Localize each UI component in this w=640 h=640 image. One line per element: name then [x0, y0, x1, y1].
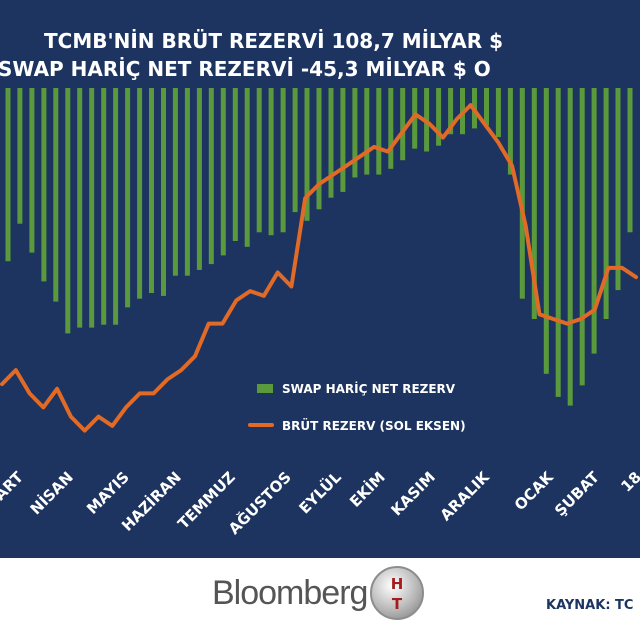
net-reserve-bar [495, 88, 501, 138]
net-reserve-bar [603, 88, 609, 319]
net-reserve-bar [507, 88, 513, 175]
net-reserve-bar [615, 88, 621, 291]
legend-line-label: BRÜT REZERV (SOL EKSEN) [282, 418, 466, 433]
net-reserve-bar [29, 88, 35, 253]
net-reserve-bar [543, 88, 549, 374]
ht-logo-icon: H T [370, 566, 424, 620]
net-reserve-bar [352, 88, 358, 178]
net-reserve-bar [196, 88, 202, 270]
net-reserve-bar [567, 88, 573, 406]
net-reserve-bar [400, 88, 406, 161]
footer-panel [0, 558, 640, 640]
net-reserve-bar [244, 88, 250, 247]
net-reserve-bar [172, 88, 178, 276]
chart-title-line-2: SWAP HARİÇ NET REZERVİ -45,3 MİLYAR $ O [0, 57, 491, 81]
legend-bars-label: SWAP HARİÇ NET REZERV [282, 381, 456, 396]
net-reserve-bar [388, 88, 394, 169]
net-reserve-bar [340, 88, 346, 192]
chart-title-line-1: TCMB'NİN BRÜT REZERVİ 108,7 MİLYAR $ [44, 29, 503, 53]
net-reserve-bar [280, 88, 286, 233]
net-reserve-bar [292, 88, 298, 213]
net-reserve-bar [448, 88, 454, 135]
net-reserve-bar [436, 88, 442, 146]
net-reserve-bar [484, 88, 489, 126]
ht-logo-letter-top: H [390, 575, 404, 593]
legend-bars-swatch [257, 384, 273, 393]
net-reserve-bar [232, 88, 238, 241]
net-reserve-bar [184, 88, 190, 276]
net-reserve-bar [125, 88, 131, 308]
gross-reserve-line [0, 103, 638, 433]
net-reserve-bar [555, 88, 561, 397]
net-reserve-bar [220, 88, 226, 256]
chart-title: TCMB'NİN BRÜT REZERVİ 108,7 MİLYAR $ SWA… [0, 29, 503, 81]
net-reserve-bar [149, 88, 154, 293]
net-reserve-bar [41, 88, 47, 282]
net-reserve-bar [376, 88, 382, 175]
net-reserve-bar [137, 88, 143, 299]
net-reserve-bar [101, 88, 107, 325]
net-reserve-bar [304, 88, 310, 221]
source-note: KAYNAK: TC [546, 598, 634, 613]
net-reserve-bar [77, 88, 83, 328]
net-reserve-bar [161, 88, 166, 296]
net-reserve-bar [627, 88, 633, 233]
net-reserve-bar [268, 88, 274, 236]
net-reserve-bars [5, 88, 633, 406]
net-reserve-bar [89, 88, 95, 328]
net-reserve-bar [579, 88, 585, 386]
net-reserve-bar [256, 88, 262, 233]
net-reserve-bar [519, 88, 525, 299]
legend: SWAP HARİÇ NET REZERV BRÜT REZERV (SOL E… [248, 381, 466, 433]
net-reserve-bar [65, 88, 71, 334]
net-reserve-bar [531, 88, 537, 319]
net-reserve-bar [17, 88, 23, 224]
net-reserve-bar [113, 88, 119, 325]
net-reserve-bar [53, 88, 59, 302]
net-reserve-bar [591, 88, 597, 354]
net-reserve-bar [316, 88, 322, 210]
net-reserve-bar [5, 88, 11, 262]
bloomberg-logo: Bloomberg [212, 574, 368, 612]
ht-logo-letter-bottom: T [391, 595, 403, 613]
net-reserve-bar [328, 88, 334, 198]
net-reserve-bar [208, 88, 214, 265]
gross-reserve-line-layer [0, 103, 638, 433]
net-reserve-bar [364, 88, 370, 175]
